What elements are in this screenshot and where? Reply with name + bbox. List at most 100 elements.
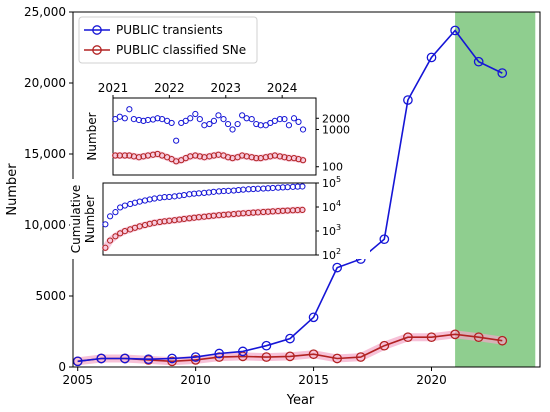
y-tick-label: 0	[58, 360, 66, 374]
inset1-point	[248, 154, 255, 161]
data-point	[450, 25, 460, 36]
data-point	[355, 352, 366, 362]
inset1-point	[187, 115, 194, 122]
inset1-point	[299, 126, 307, 133]
inset2-y-label-line1: Cumulative	[69, 185, 83, 254]
inset1-point	[299, 157, 307, 164]
data-point	[190, 352, 201, 362]
inset1-x-tick-label: 2021	[98, 81, 129, 95]
data-point	[379, 234, 390, 245]
inset1-point	[210, 117, 218, 124]
inset2-point	[121, 202, 128, 209]
data-point	[308, 312, 319, 323]
inset1-point	[248, 115, 255, 123]
inset2-point	[107, 213, 114, 220]
inset2-point	[102, 244, 109, 251]
inset2-point	[102, 221, 109, 228]
inset1-point	[192, 110, 199, 118]
inset1-point	[126, 106, 133, 113]
data-point	[426, 332, 437, 343]
inset1-point	[206, 153, 213, 160]
inset1-point	[267, 153, 274, 160]
inset1-point	[168, 119, 175, 127]
inset2-y-tick-label: 105	[322, 175, 341, 190]
inset1-point	[281, 115, 288, 123]
inset1-point	[140, 153, 147, 160]
data-point	[72, 356, 83, 367]
legend: PUBLIC transients PUBLIC classified SNe	[78, 16, 258, 64]
data-point	[285, 333, 295, 344]
inset1-point	[276, 153, 284, 160]
inset1-point	[196, 115, 203, 123]
y-tick-label: 5000	[35, 289, 66, 303]
y-tick-label: 15,000	[24, 147, 66, 161]
shaded-region	[455, 12, 536, 367]
legend-entry: PUBLIC transients	[116, 23, 223, 37]
data-point	[426, 52, 437, 63]
inset1-point	[239, 152, 246, 159]
data-point	[403, 332, 413, 343]
inset1-point	[290, 115, 298, 122]
inset1-point	[196, 153, 203, 160]
inset1-point	[173, 137, 180, 144]
inset1-point	[135, 154, 143, 161]
y-tick-label: 25,000	[24, 5, 66, 19]
inset1-point	[182, 117, 189, 124]
inset1-point	[290, 155, 298, 162]
inset1-point	[285, 122, 293, 129]
inset2-point	[112, 209, 119, 216]
y-tick-label: 20,000	[24, 76, 66, 90]
inset1-point	[295, 156, 302, 163]
inset1-point	[253, 155, 260, 162]
inset1-x-tick-label: 2022	[154, 81, 185, 95]
inset1-point	[220, 115, 227, 123]
inset1-y-tick-label: 100	[322, 161, 343, 174]
inset1-point	[224, 120, 232, 128]
inset1-point	[112, 152, 119, 159]
inset1-point	[224, 154, 232, 161]
inset-cumulative-plot: 102 103 104 105 Cumulative Number	[69, 175, 370, 262]
data-point	[214, 348, 225, 359]
inset1-point	[295, 118, 302, 125]
inset2-point	[107, 237, 114, 244]
inset1-x-tick-label: 2023	[211, 81, 242, 95]
inset1-point	[262, 154, 269, 161]
inset2-point	[112, 233, 119, 240]
data-point	[450, 329, 460, 340]
data-point	[167, 353, 177, 364]
legend-marker	[92, 25, 102, 35]
data-point	[120, 353, 130, 364]
inset2-y-tick-label: 102	[322, 247, 341, 262]
data-point	[332, 353, 343, 364]
data-point	[497, 335, 508, 346]
inset1-y-tick-label: 1000	[322, 123, 350, 136]
inset1-point	[121, 152, 128, 159]
legend-box	[78, 16, 258, 64]
inset2-y-tick-label: 103	[322, 223, 341, 238]
inset1-x-tick-label: 2024	[267, 81, 298, 95]
x-tick-label: 2015	[298, 373, 329, 387]
data-point	[237, 346, 248, 357]
data-point	[473, 56, 484, 67]
data-point	[497, 68, 508, 78]
data-point	[143, 354, 154, 365]
series-line-0	[77, 29, 503, 363]
x-tick-label: 2010	[180, 373, 211, 387]
inset1-point	[154, 115, 161, 122]
inset1-point	[126, 152, 133, 159]
data-point	[403, 95, 413, 105]
y-axis-label: Number	[5, 163, 20, 216]
data-point	[96, 353, 107, 364]
inset1-y-tick-label: 2000	[322, 112, 350, 125]
inset1-point	[210, 152, 218, 159]
inset1-point	[281, 154, 288, 161]
inset1-frame	[112, 97, 317, 176]
inset2-y-label-line2: Number	[83, 195, 97, 243]
data-point	[261, 352, 272, 362]
data-point	[190, 355, 201, 365]
data-point	[473, 332, 484, 343]
data-point	[167, 356, 177, 367]
inset1-point	[135, 116, 143, 124]
inset1-point	[121, 115, 128, 122]
